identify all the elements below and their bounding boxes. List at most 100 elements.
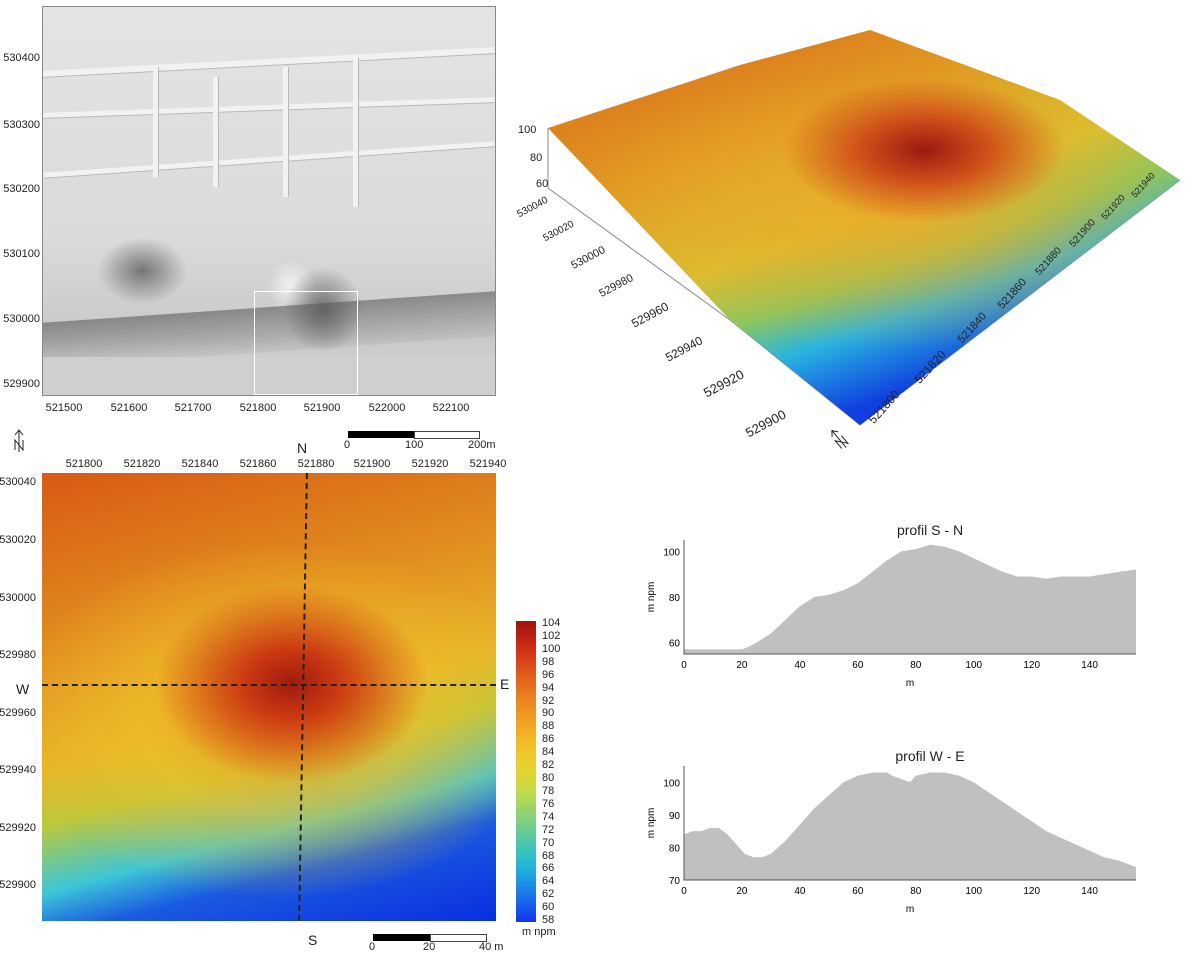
legend-value: 82 [542, 759, 555, 772]
x-tick: 521900 [353, 458, 391, 470]
profile-we-chart: 0 20 40 60 80 100 120 140 70 80 90 100 m m npm [646, 766, 1136, 915]
y-tick: 530400 [3, 52, 40, 64]
y-tick: 529900 [3, 378, 40, 390]
x-tick: 521900 [303, 402, 341, 414]
x-tick: 521920 [411, 458, 449, 470]
x-tick-label: 60 [852, 660, 864, 671]
x-axis-label: m [906, 904, 914, 915]
scale-bar-black [348, 431, 414, 438]
direction-s-label: S [308, 932, 318, 948]
x-tick: 521800 [239, 402, 277, 414]
direction-e-label: E [500, 676, 510, 692]
legend-value: 86 [542, 733, 555, 746]
legend-value: 68 [542, 849, 555, 862]
y-axis-label: m npm [646, 582, 657, 613]
y-tick: 530200 [3, 183, 40, 195]
scale-bar-white [430, 934, 487, 942]
axis-line [683, 540, 1136, 655]
x-tick-label: 140 [1081, 886, 1098, 897]
axis-line [683, 766, 1136, 881]
legend-value: 96 [542, 668, 555, 681]
y-tick: 530300 [3, 119, 40, 131]
y-tick: 529960 [0, 707, 36, 719]
scale-bar-black [373, 934, 430, 941]
legend-value: 62 [542, 888, 555, 901]
x-tick: 521860 [239, 458, 277, 470]
dem-3d-view[interactable] [540, 30, 1180, 430]
legend-value: 66 [542, 862, 555, 875]
y-tick: 530100 [3, 248, 40, 260]
legend-value: 74 [542, 810, 555, 823]
legend-value: 70 [542, 836, 555, 849]
we-profile-line[interactable] [42, 684, 496, 686]
z-tick: 60 [536, 178, 549, 190]
y-tick: 530000 [0, 592, 36, 604]
legend-value: 60 [542, 901, 555, 914]
y-tick-label: 70 [669, 876, 681, 887]
scale-label-mid: 20 [423, 941, 436, 953]
legend-value: 88 [542, 720, 555, 733]
legend-value: 80 [542, 772, 555, 784]
scale-label-start: 0 [344, 439, 351, 451]
x-tick: 521500 [45, 402, 83, 414]
x-tick-label: 140 [1081, 660, 1098, 671]
street [43, 47, 495, 78]
legend-unit: m npm [522, 926, 556, 938]
legend-value: 102 [542, 629, 561, 642]
x-tick-label: 0 [681, 660, 687, 671]
legend-value: 64 [542, 875, 555, 888]
ns-profile-line[interactable] [298, 473, 308, 921]
street [153, 67, 159, 177]
scale-label-mid: 100 [405, 439, 424, 451]
y-tick: 529900 [0, 879, 36, 891]
x-tick-label: 40 [794, 886, 806, 897]
x-tick-label: 100 [965, 886, 982, 897]
x-tick-label: 120 [1023, 886, 1040, 897]
x-tick: 521700 [174, 402, 212, 414]
x-tick: 521600 [110, 402, 148, 414]
y-tick: 529920 [0, 822, 36, 834]
x-tick-label: 40 [794, 660, 806, 671]
x-tick: 522100 [432, 402, 470, 414]
overview-hillshade-map[interactable] [42, 6, 496, 396]
x-tick-label: 0 [681, 886, 687, 897]
north-arrow-icon [14, 429, 24, 452]
x-tick-label: 100 [965, 660, 982, 671]
profile-area [684, 772, 1136, 880]
street [353, 57, 359, 207]
y-tick-label: 80 [669, 593, 681, 604]
x-tick-label: 120 [1023, 660, 1040, 671]
y-tick-label: 100 [663, 547, 680, 558]
x-tick-label: 20 [736, 660, 748, 671]
z-tick: 100 [518, 124, 537, 136]
y-tick: 530000 [3, 313, 40, 325]
y-tick: 529940 [0, 764, 36, 776]
direction-w-label: W [16, 681, 30, 697]
legend-value: 72 [542, 823, 555, 836]
x-tick: 521940 [469, 458, 507, 470]
street [43, 97, 495, 119]
legend-value: 98 [542, 655, 555, 668]
legend-value: 78 [542, 784, 555, 797]
legend-value: 92 [542, 694, 555, 707]
street [283, 67, 289, 197]
x-tick-label: 80 [910, 660, 922, 671]
detail-extent-box[interactable] [254, 291, 358, 395]
x-axis-label: m [906, 678, 914, 689]
profile-sn-title: profil S - N [896, 522, 964, 538]
y-tick-label: 60 [669, 639, 681, 650]
legend-value: 90 [542, 707, 555, 720]
y-tick: 529980 [0, 649, 36, 661]
legend-value: 58 [542, 914, 555, 927]
detail-elevation-map[interactable] [42, 473, 496, 921]
legend-value: 104 [542, 617, 561, 629]
z-tick: 80 [530, 152, 543, 164]
scale-bar-white [414, 431, 480, 439]
y-tick-label: 100 [663, 778, 680, 789]
legend-value: 100 [542, 642, 561, 655]
profile-we-title: profil W - E [895, 748, 965, 764]
sea-area [43, 357, 495, 395]
y-tick: 530020 [0, 534, 36, 546]
x-tick: 521800 [65, 458, 103, 470]
scale-label-end: 200m [468, 439, 496, 451]
